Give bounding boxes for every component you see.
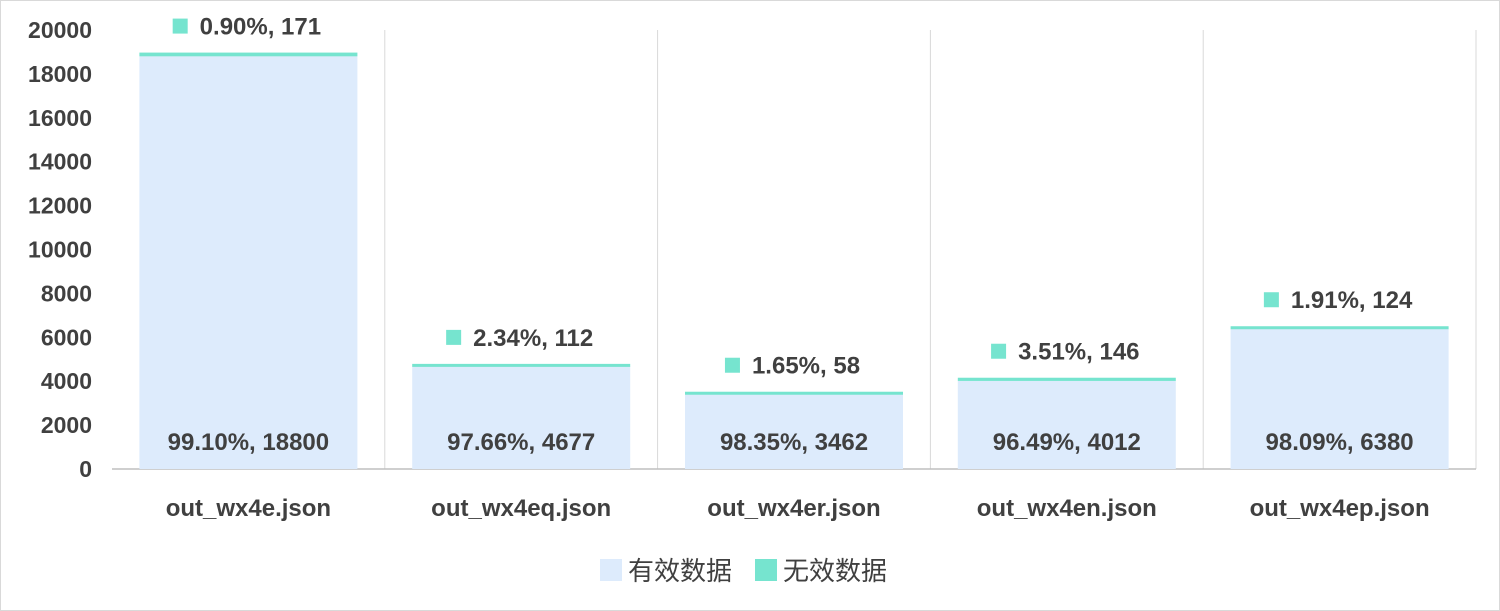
bar-invalid-3 xyxy=(957,377,1176,381)
bar-invalid-0 xyxy=(139,52,358,57)
y-tick-label: 20000 xyxy=(28,17,92,43)
y-tick-label: 6000 xyxy=(41,324,92,350)
legend-label-valid: 有效数据 xyxy=(628,557,732,587)
data-label-valid: 98.35%, 3462 xyxy=(720,429,868,456)
data-label-valid: 96.49%, 4012 xyxy=(993,429,1141,456)
bar-valid-0 xyxy=(139,56,358,470)
legend-label-invalid: 无效数据 xyxy=(783,557,887,587)
y-tick-label: 18000 xyxy=(28,61,92,87)
data-label-valid: 98.09%, 6380 xyxy=(1266,429,1414,456)
bar-valid-2 xyxy=(685,393,903,469)
legend-key-marker xyxy=(724,357,740,373)
bar-invalid-4 xyxy=(1230,326,1449,330)
legend-key-marker xyxy=(991,343,1007,359)
legend-swatch-invalid xyxy=(755,559,777,581)
legend-key-marker xyxy=(446,329,462,345)
bar-valid-4 xyxy=(1230,328,1449,469)
bar-invalid-2 xyxy=(685,391,903,395)
x-tick-label: out_wx4ep.json xyxy=(1250,495,1430,522)
legend-key-marker xyxy=(1263,292,1279,308)
y-tick-label: 10000 xyxy=(28,237,92,263)
y-tick-label: 8000 xyxy=(41,280,92,306)
y-tick-label: 12000 xyxy=(28,193,92,219)
x-tick-label: out_wx4e.json xyxy=(166,495,331,522)
data-label-valid: 97.66%, 4677 xyxy=(447,429,595,456)
y-tick-label: 14000 xyxy=(28,149,92,175)
bar-valid-3 xyxy=(957,380,1176,469)
y-tick-label: 4000 xyxy=(41,368,92,394)
legend-swatch-valid xyxy=(600,559,622,581)
y-tick-label: 16000 xyxy=(28,105,92,131)
y-tick-label: 2000 xyxy=(41,412,92,438)
y-tick-label: 0 xyxy=(79,456,92,482)
data-label-invalid: 1.65%, 58 xyxy=(752,353,860,380)
x-tick-label: out_wx4eq.json xyxy=(431,495,611,522)
bar-invalid-1 xyxy=(412,363,631,367)
x-tick-label: out_wx4er.json xyxy=(707,495,880,522)
data-label-invalid: 2.34%, 112 xyxy=(473,325,593,352)
data-label-invalid: 3.51%, 146 xyxy=(1018,339,1139,366)
bar-valid-1 xyxy=(412,366,631,469)
x-tick-label: out_wx4en.json xyxy=(977,495,1157,522)
legend-key-marker xyxy=(172,18,188,34)
data-label-valid: 99.10%, 18800 xyxy=(168,429,329,456)
data-label-invalid: 0.90%, 171 xyxy=(200,14,321,41)
data-label-invalid: 1.91%, 124 xyxy=(1291,287,1413,314)
